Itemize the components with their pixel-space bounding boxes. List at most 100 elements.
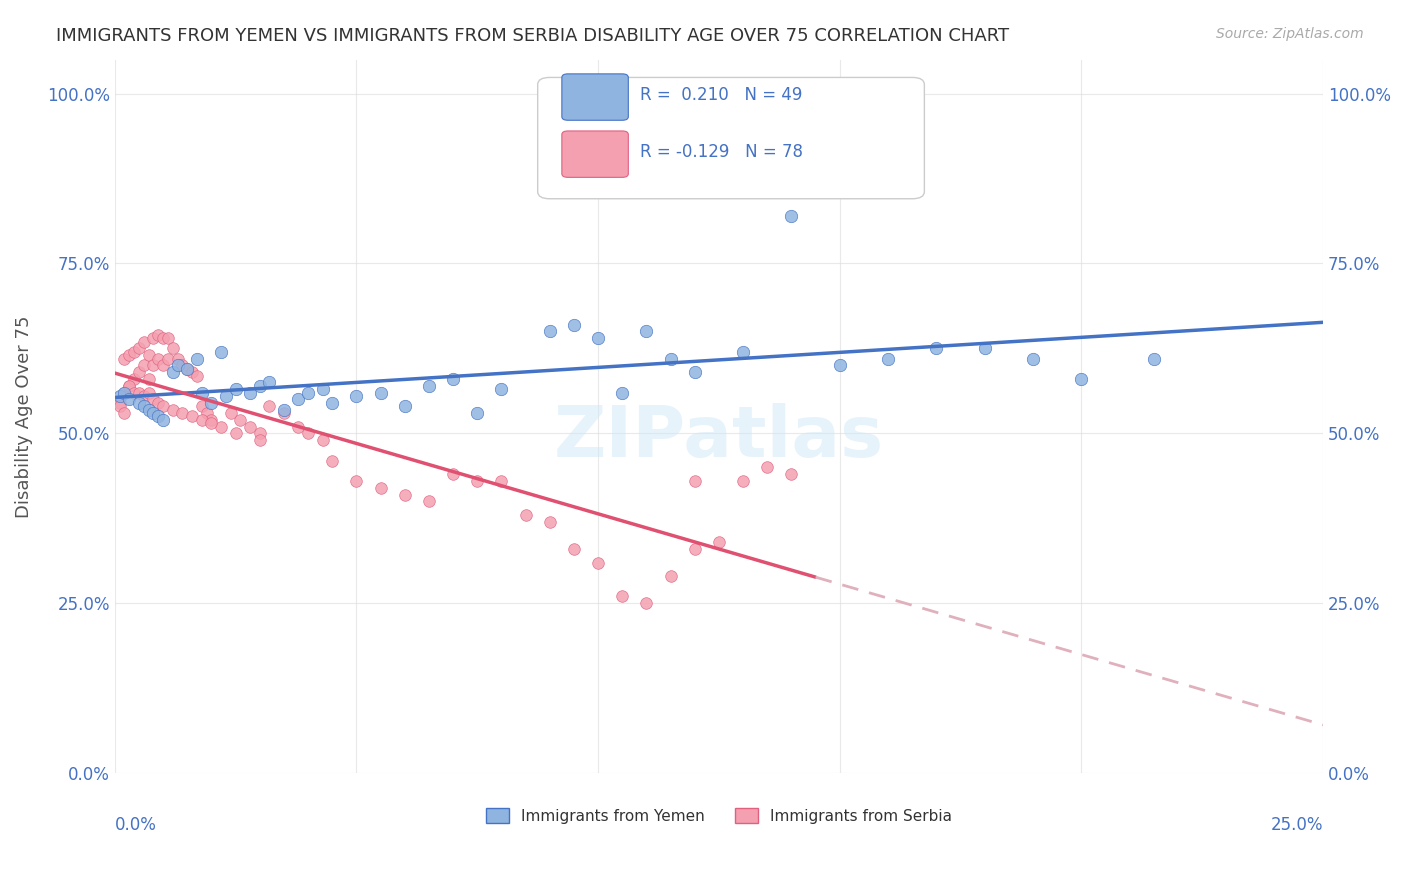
Point	[733, 474, 755, 488]
Point	[733, 344, 755, 359]
Point	[491, 382, 513, 396]
Point	[215, 389, 238, 403]
Point	[465, 474, 488, 488]
Point	[538, 325, 561, 339]
Point	[259, 376, 281, 390]
Text: Source: ZipAtlas.com: Source: ZipAtlas.com	[1216, 27, 1364, 41]
Point	[515, 508, 537, 522]
Point	[176, 361, 198, 376]
Point	[287, 419, 309, 434]
Point	[176, 361, 198, 376]
Point	[200, 413, 222, 427]
Legend: Immigrants from Yemen, Immigrants from Serbia: Immigrants from Yemen, Immigrants from S…	[479, 802, 959, 830]
Point	[128, 385, 150, 400]
Point	[636, 596, 658, 610]
Point	[132, 399, 155, 413]
Point	[118, 348, 141, 362]
Point	[1070, 372, 1092, 386]
Point	[148, 351, 170, 366]
Point	[138, 348, 160, 362]
Point	[156, 331, 179, 345]
Point	[780, 467, 803, 482]
Point	[877, 351, 900, 366]
Point	[973, 342, 995, 356]
Point	[239, 419, 262, 434]
Point	[491, 474, 513, 488]
Point	[156, 351, 179, 366]
Text: R = -0.129   N = 78: R = -0.129 N = 78	[640, 144, 803, 161]
Point	[418, 494, 440, 508]
Point	[122, 385, 145, 400]
Point	[273, 406, 295, 420]
Point	[166, 351, 188, 366]
Point	[138, 402, 160, 417]
Point	[287, 392, 309, 407]
FancyBboxPatch shape	[537, 78, 924, 199]
Point	[112, 385, 135, 400]
Point	[152, 399, 174, 413]
Point	[612, 385, 634, 400]
Point	[612, 590, 634, 604]
Point	[780, 209, 803, 223]
Point	[122, 372, 145, 386]
Point	[172, 359, 194, 373]
Point	[249, 426, 271, 441]
Point	[229, 413, 252, 427]
Point	[249, 433, 271, 447]
Text: R =  0.210   N = 49: R = 0.210 N = 49	[640, 87, 803, 104]
Point	[190, 413, 212, 427]
Point	[200, 396, 222, 410]
Point	[142, 331, 165, 345]
Point	[636, 325, 658, 339]
Point	[659, 569, 682, 583]
Point	[586, 556, 609, 570]
Point	[209, 419, 232, 434]
Point	[756, 460, 779, 475]
Text: ZIPatlas: ZIPatlas	[554, 403, 884, 472]
Point	[128, 365, 150, 379]
Point	[122, 344, 145, 359]
Point	[186, 368, 208, 383]
Point	[225, 426, 247, 441]
Point	[311, 382, 333, 396]
Point	[659, 351, 682, 366]
Point	[249, 379, 271, 393]
Text: IMMIGRANTS FROM YEMEN VS IMMIGRANTS FROM SERBIA DISABILITY AGE OVER 75 CORRELATI: IMMIGRANTS FROM YEMEN VS IMMIGRANTS FROM…	[56, 27, 1010, 45]
Point	[181, 365, 204, 379]
Point	[138, 385, 160, 400]
Point	[190, 399, 212, 413]
Point	[142, 359, 165, 373]
Y-axis label: Disability Age Over 75: Disability Age Over 75	[15, 315, 32, 517]
Point	[132, 389, 155, 403]
Point	[132, 359, 155, 373]
Point	[195, 406, 218, 420]
Point	[925, 342, 948, 356]
Point	[162, 365, 184, 379]
Point	[586, 331, 609, 345]
Point	[311, 433, 333, 447]
Point	[132, 334, 155, 349]
Point	[219, 406, 242, 420]
Point	[108, 396, 131, 410]
Point	[142, 392, 165, 407]
Point	[138, 372, 160, 386]
Point	[707, 535, 730, 549]
Point	[297, 426, 319, 441]
Point	[118, 379, 141, 393]
Point	[112, 351, 135, 366]
Point	[162, 402, 184, 417]
FancyBboxPatch shape	[562, 131, 628, 178]
Point	[148, 396, 170, 410]
Point	[346, 389, 368, 403]
Point	[112, 406, 135, 420]
Text: 25.0%: 25.0%	[1271, 816, 1323, 834]
Point	[394, 487, 416, 501]
Point	[418, 379, 440, 393]
Point	[346, 474, 368, 488]
Point	[394, 399, 416, 413]
Point	[142, 406, 165, 420]
Point	[370, 481, 392, 495]
Point	[181, 409, 204, 424]
Point	[683, 365, 706, 379]
Point	[166, 359, 188, 373]
